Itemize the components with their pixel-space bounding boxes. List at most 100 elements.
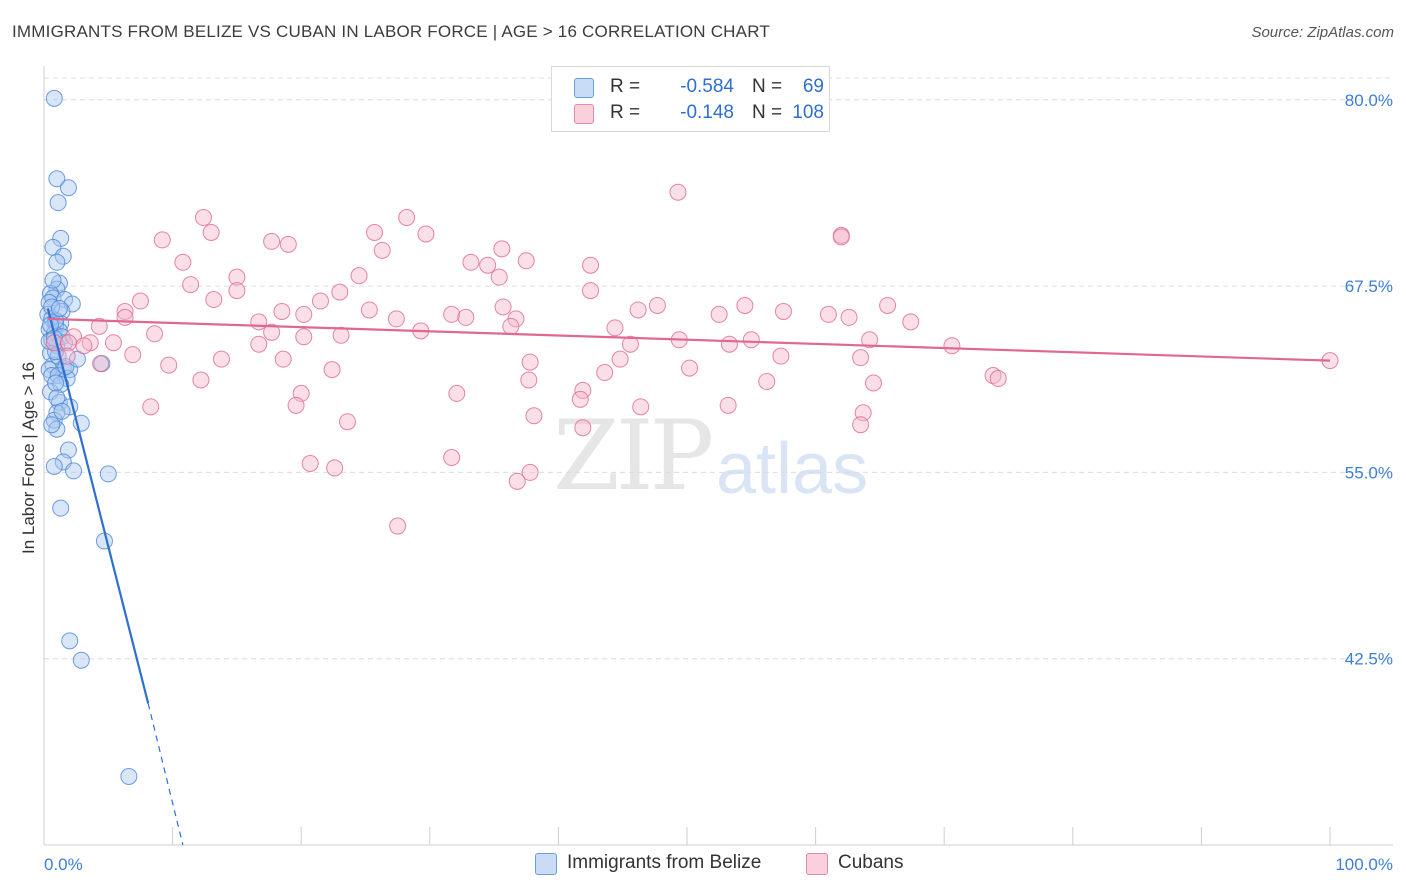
data-point-cubans xyxy=(879,296,897,314)
legend-r-label: R = xyxy=(610,76,641,97)
data-point-cubans xyxy=(146,325,164,343)
data-point-cubans xyxy=(852,416,870,434)
data-point-belize xyxy=(72,651,90,669)
data-point-belize xyxy=(47,374,65,392)
data-point-cubans xyxy=(479,256,497,274)
data-point-cubans xyxy=(250,335,268,353)
data-point-cubans xyxy=(182,276,200,294)
y-tick-label: 80.0% xyxy=(1345,91,1393,110)
data-point-cubans xyxy=(462,253,480,271)
data-point-belize xyxy=(52,499,70,517)
data-point-cubans xyxy=(493,240,511,258)
watermark-atlas: atlas xyxy=(716,429,869,509)
data-point-cubans xyxy=(373,241,391,259)
data-point-cubans xyxy=(632,398,650,416)
data-point-cubans xyxy=(323,361,341,379)
data-point-belize xyxy=(41,285,59,303)
data-point-cubans xyxy=(719,396,737,414)
data-point-belize xyxy=(43,416,61,434)
data-point-cubans xyxy=(263,232,281,250)
data-point-cubans xyxy=(389,517,407,535)
legend-n-value: 69 xyxy=(802,76,824,97)
data-point-cubans xyxy=(295,328,313,346)
data-point-belize xyxy=(54,247,72,265)
trend-line-belize xyxy=(46,308,150,704)
data-point-belize xyxy=(48,170,66,188)
data-point-cubans xyxy=(758,372,776,390)
data-point-cubans xyxy=(131,292,149,310)
data-point-cubans xyxy=(596,364,614,382)
y-tick-labels: 42.5% 55.0% 67.5% 80.0% xyxy=(1345,91,1393,669)
data-point-cubans xyxy=(202,223,220,241)
data-point-cubans xyxy=(350,267,368,285)
data-point-cubans xyxy=(311,292,329,310)
data-point-cubans xyxy=(840,308,858,326)
data-point-cubans xyxy=(279,235,297,253)
legend-swatch-belize xyxy=(574,78,594,98)
y-tick-label: 67.5% xyxy=(1345,277,1393,296)
data-point-cubans xyxy=(861,331,879,349)
data-point-cubans xyxy=(611,350,629,368)
data-point-cubans xyxy=(669,183,687,201)
data-point-belize xyxy=(53,402,71,420)
axes xyxy=(43,66,1393,846)
data-point-belize xyxy=(65,462,83,480)
data-point-cubans xyxy=(772,347,790,365)
data-point-belize xyxy=(99,465,117,483)
data-point-cubans xyxy=(360,301,378,319)
data-point-cubans xyxy=(250,313,268,331)
data-point-cubans xyxy=(287,396,305,414)
grid-lines xyxy=(44,77,1393,660)
data-point-cubans xyxy=(124,346,142,364)
data-point-belize xyxy=(48,420,66,438)
data-point-cubans xyxy=(301,454,319,472)
data-point-cubans xyxy=(520,371,538,389)
data-point-cubans xyxy=(742,331,760,349)
x-tick-label-min: 0.0% xyxy=(44,855,83,874)
data-point-cubans xyxy=(989,370,1007,388)
data-point-cubans xyxy=(525,407,543,425)
watermark-zip: ZIP xyxy=(553,400,714,512)
data-point-belize xyxy=(59,179,77,197)
data-point-cubans xyxy=(902,313,920,331)
data-point-cubans xyxy=(387,310,405,328)
data-point-cubans xyxy=(194,209,212,227)
data-point-cubans xyxy=(212,350,230,368)
data-point-cubans xyxy=(943,337,961,355)
y-tick-label: 55.0% xyxy=(1345,463,1393,482)
data-point-cubans xyxy=(417,225,435,243)
data-point-cubans xyxy=(116,302,134,320)
data-point-cubans xyxy=(984,367,1002,385)
data-point-belize xyxy=(61,632,79,650)
legend-swatch-belize xyxy=(535,853,557,875)
legend-n-value: 108 xyxy=(792,102,824,123)
data-point-cubans xyxy=(205,291,223,309)
data-point-cubans xyxy=(338,413,356,431)
x-tick-label-max: 100.0% xyxy=(1335,855,1393,874)
data-point-cubans xyxy=(720,335,738,353)
data-point-cubans xyxy=(582,282,600,300)
data-point-cubans xyxy=(142,398,160,416)
data-point-cubans xyxy=(295,305,313,323)
data-point-cubans xyxy=(832,228,850,246)
legend-label-belize: Immigrants from Belize xyxy=(567,852,762,873)
data-point-belize xyxy=(49,194,67,212)
data-point-cubans xyxy=(494,298,512,316)
data-point-cubans xyxy=(681,359,699,377)
trend-lines xyxy=(46,308,1331,846)
correlation-legend: R = -0.584 N = 69 R = -0.148 N = 108 xyxy=(551,66,830,132)
data-point-cubans xyxy=(443,449,461,466)
data-point-belize xyxy=(48,389,66,407)
data-point-cubans xyxy=(521,463,539,481)
legend-label-cubans: Cubans xyxy=(838,852,904,873)
legend-swatch-cubans xyxy=(574,104,594,124)
data-point-cubans xyxy=(90,317,108,335)
chart-title: IMMIGRANTS FROM BELIZE VS CUBAN IN LABOR… xyxy=(12,22,770,41)
data-point-cubans xyxy=(502,317,520,335)
data-point-cubans xyxy=(443,305,461,323)
legend-r-value: -0.148 xyxy=(680,102,734,123)
data-point-cubans xyxy=(273,302,291,320)
series-legend: Immigrants from Belize Cubans xyxy=(0,852,1406,878)
data-point-cubans xyxy=(517,252,535,270)
